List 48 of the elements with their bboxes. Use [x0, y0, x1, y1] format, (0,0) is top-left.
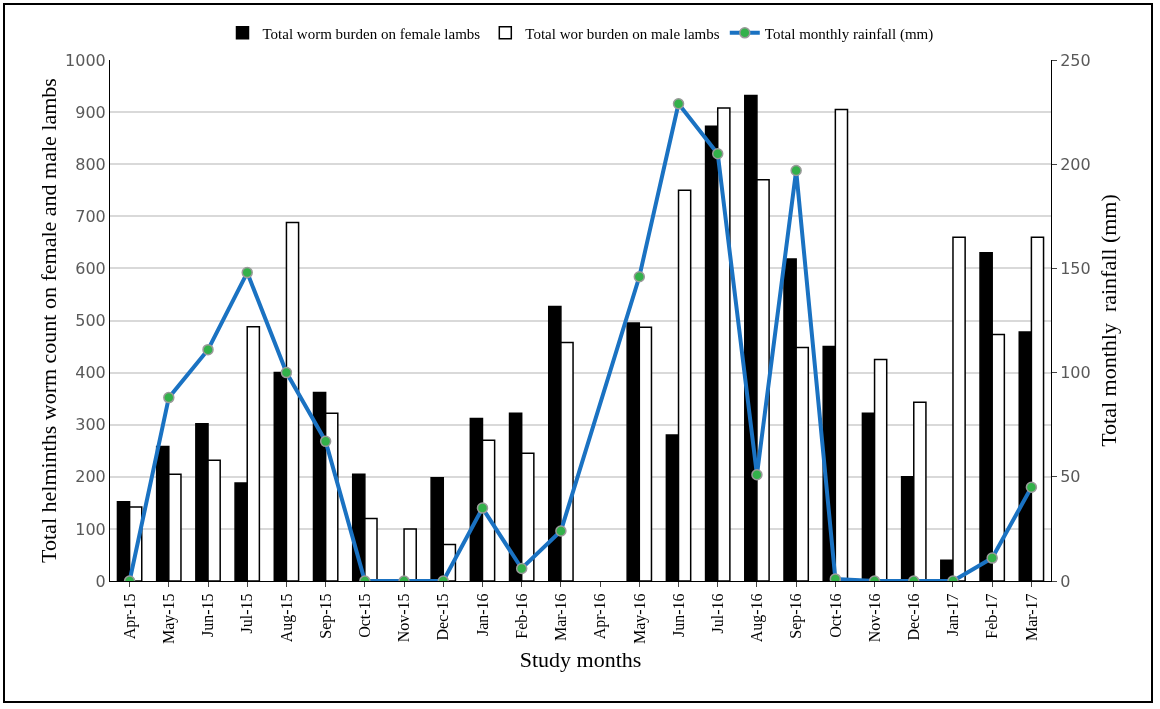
x-tick-label: Jun-16 — [669, 593, 687, 637]
x-tick-label: Apr-16 — [591, 593, 610, 640]
x-tick-label: Oct-16 — [826, 593, 844, 638]
legend-label: Total worm burden on female lambs — [262, 25, 481, 42]
x-tick-label: Nov-16 — [865, 593, 883, 643]
y-tick-label: 700 — [75, 206, 106, 226]
x-tick-label: Jan-17 — [944, 593, 962, 637]
y-tick-label: 800 — [75, 154, 106, 174]
x-tick-label: Jul-15 — [238, 593, 256, 634]
x-tick-label: Dec-16 — [904, 593, 922, 641]
y-tick-label: 0 — [95, 571, 106, 591]
x-tick-label: Sep-16 — [787, 593, 806, 639]
y2-tick-label: 50 — [1060, 467, 1081, 487]
x-tick-label: Mar-17 — [1022, 593, 1040, 642]
y-tick-label: 900 — [75, 102, 106, 122]
x-tick-label: Aug-15 — [277, 593, 296, 643]
x-tick-label: Dec-15 — [434, 593, 452, 641]
y-tick-label: 1000 — [65, 50, 106, 70]
x-tick-label: Aug-16 — [748, 593, 767, 643]
x-tick-label: Mar-16 — [552, 593, 570, 642]
x-axis-title: Study months — [519, 646, 642, 672]
y-tick-label: 600 — [75, 259, 106, 278]
y2-tick-label: 100 — [1060, 363, 1091, 383]
y-tick-label: 100 — [75, 519, 106, 539]
x-tick-label: Sep-15 — [316, 593, 335, 639]
y2-tick-label: 150 — [1060, 259, 1091, 278]
y2-tick-label: 200 — [1060, 154, 1091, 174]
legend-label: Total wor burden on male lambs — [525, 25, 720, 42]
y-tick-label: 500 — [75, 311, 106, 331]
y2-tick-label: 0 — [1060, 571, 1071, 591]
x-tick-label: Nov-15 — [395, 593, 413, 643]
y2-axis-title: Total monthly rainfall (mm) — [1096, 194, 1121, 447]
x-tick-label: May-16 — [630, 593, 649, 645]
x-tick-label: Feb-16 — [512, 593, 530, 639]
x-tick-label: Apr-15 — [120, 593, 139, 640]
x-tick-label: May-15 — [160, 593, 179, 645]
x-tick-label: Jun-15 — [199, 593, 217, 637]
x-tick-label: Jan-16 — [473, 593, 491, 637]
y2-tick-label: 250 — [1060, 50, 1091, 70]
y-tick-label: 400 — [75, 363, 106, 383]
y-tick-label: 200 — [75, 467, 106, 487]
y-axis-title: Total helminths worm count on female and male lambs — [36, 78, 61, 563]
x-tick-label: Oct-15 — [356, 593, 374, 638]
y-tick-label: 300 — [75, 415, 106, 435]
x-tick-label: Feb-17 — [983, 593, 1001, 639]
legend-label: Total monthly rainfall (mm) — [764, 25, 934, 43]
x-tick-label: Jul-16 — [708, 593, 726, 634]
bar — [403, 528, 417, 581]
